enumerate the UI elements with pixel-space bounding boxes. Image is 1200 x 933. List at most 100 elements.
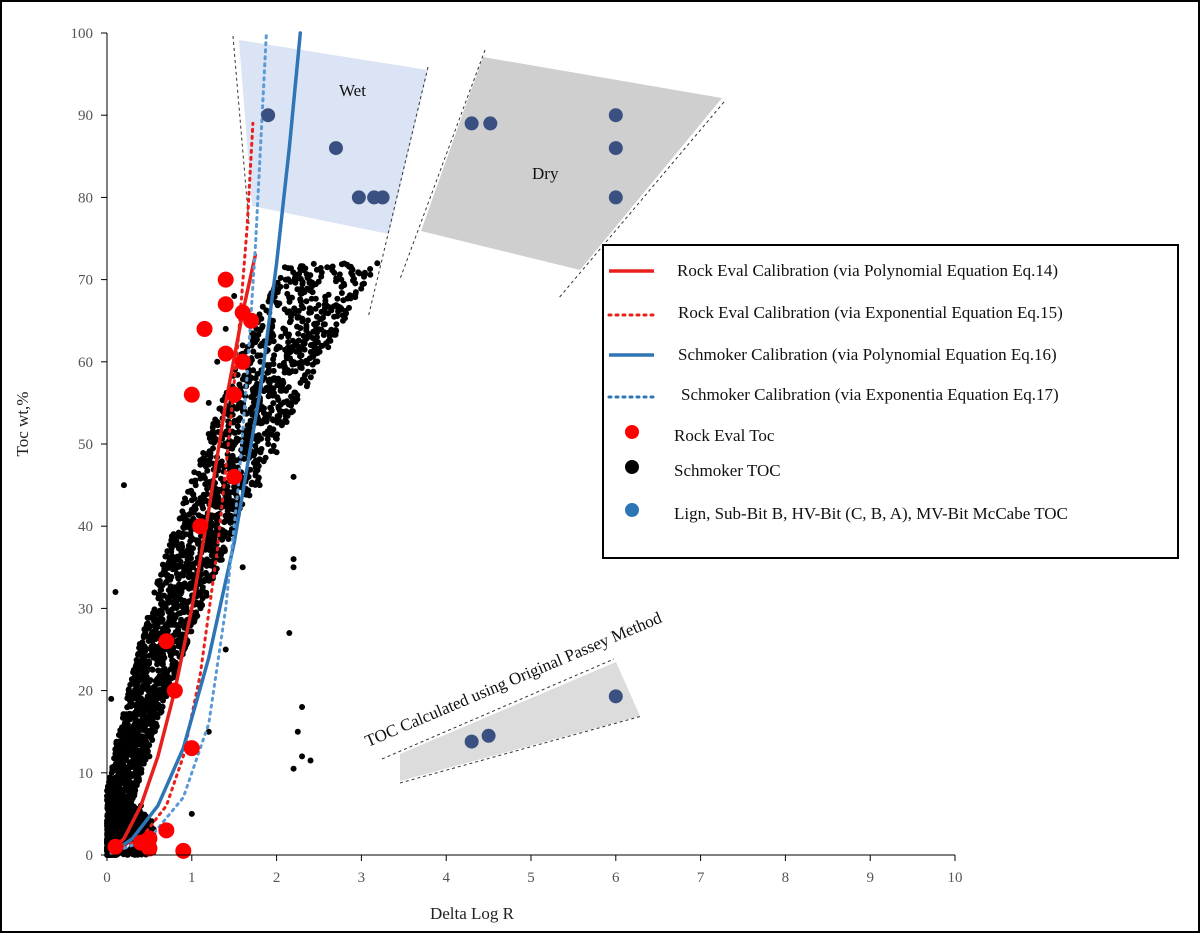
schmoker-point xyxy=(181,516,188,523)
schmoker-point xyxy=(244,422,251,429)
mccabe-point xyxy=(375,190,390,205)
axes-layer: 0 1 2 3 4 5 6 7 8 9 100102030405060708090100Delta … xyxy=(13,26,963,923)
schmoker-point xyxy=(273,435,280,442)
schmoker-point xyxy=(222,503,229,510)
schmoker-point xyxy=(270,367,277,374)
schmoker-point xyxy=(222,429,229,436)
schmoker-point xyxy=(311,321,318,328)
schmoker-point xyxy=(142,713,149,720)
schmoker-point xyxy=(290,473,297,480)
schmoker-point xyxy=(343,310,350,317)
schmoker-point xyxy=(214,490,221,497)
schmoker-point xyxy=(167,612,174,619)
schmoker-point xyxy=(151,589,158,596)
y-tick-label: 90 xyxy=(78,108,93,124)
schmoker-point xyxy=(158,586,165,593)
schmoker-point xyxy=(235,428,242,435)
schmoker-point xyxy=(286,369,293,376)
schmoker-point xyxy=(116,791,123,797)
schmoker-point xyxy=(252,339,259,346)
schmoker-point xyxy=(133,661,140,668)
schmoker-point xyxy=(248,375,255,382)
schmoker-point xyxy=(320,321,327,328)
schmoker-point xyxy=(125,778,132,785)
points-layer xyxy=(107,108,623,859)
schmoker-point xyxy=(106,822,113,829)
schmoker-point xyxy=(205,461,212,468)
y-tick-label: 60 xyxy=(78,355,93,371)
schmoker-point xyxy=(119,756,125,763)
schmoker-point xyxy=(298,285,305,292)
schmoker-point xyxy=(111,776,117,783)
schmoker-point xyxy=(169,661,176,668)
schmoker-point xyxy=(222,646,229,653)
schmoker-point xyxy=(269,416,276,423)
schmoker-point xyxy=(120,482,127,489)
schmoker-point xyxy=(285,331,292,338)
schmoker-point xyxy=(175,556,182,563)
schmoker-point xyxy=(170,599,176,606)
schmoker-point xyxy=(306,331,313,338)
schmoker-point xyxy=(140,634,147,641)
y-tick-label: 70 xyxy=(78,273,93,289)
schmoker-point xyxy=(130,745,137,752)
schmoker-point xyxy=(250,388,257,395)
legend-swatch-marker xyxy=(625,425,639,439)
schmoker-point xyxy=(159,582,166,589)
schmoker-point xyxy=(152,619,159,625)
passey-boundary-top xyxy=(381,658,615,760)
schmoker-point xyxy=(226,515,233,522)
schmoker-point xyxy=(161,571,168,577)
schmoker-point xyxy=(309,289,316,296)
schmoker-point xyxy=(259,340,265,347)
schmoker-point xyxy=(176,581,183,588)
schmoker-point xyxy=(290,564,297,571)
schmoker-point xyxy=(142,721,149,728)
schmoker-point xyxy=(175,545,182,552)
wet-boundary-right xyxy=(367,66,429,319)
legend-label: Schmoker Calibration (via Polynomial Equ… xyxy=(678,345,1057,364)
y-tick-label: 100 xyxy=(71,26,94,42)
schmoker-point xyxy=(202,497,209,504)
schmoker-point xyxy=(125,798,132,805)
schmoker-point xyxy=(330,303,337,310)
schmoker-point xyxy=(188,506,195,513)
schmoker-point xyxy=(113,831,120,838)
y-tick-label: 0 xyxy=(86,848,94,864)
schmoker-point xyxy=(276,362,283,369)
schmoker-point xyxy=(297,325,304,332)
schmoker-point xyxy=(138,710,145,717)
schmoker-point xyxy=(135,736,142,743)
schmoker-point xyxy=(165,677,172,684)
schmoker-point xyxy=(374,260,381,267)
schmoker-point xyxy=(292,279,299,286)
schmoker-point xyxy=(245,487,252,494)
schmoker-point xyxy=(138,676,145,683)
schmoker-point xyxy=(144,728,151,735)
rock-eval-point xyxy=(141,830,158,847)
schmoker-point xyxy=(252,464,259,471)
schmoker-point xyxy=(163,671,170,678)
schmoker-point xyxy=(286,295,293,302)
schmoker-point xyxy=(142,645,149,652)
schmoker-point xyxy=(127,703,134,710)
schmoker-point xyxy=(252,442,259,449)
schmoker-point xyxy=(256,482,263,489)
schmoker-point xyxy=(250,367,257,374)
schmoker-point xyxy=(153,690,160,697)
schmoker-point xyxy=(282,412,289,419)
rock-eval-point xyxy=(192,518,209,535)
schmoker-point xyxy=(260,410,267,416)
schmoker-point xyxy=(299,704,306,711)
schmoker-point xyxy=(312,281,319,288)
x-tick-label: 6 xyxy=(612,870,620,886)
schmoker-point xyxy=(285,276,292,283)
schmoker-point xyxy=(294,728,301,735)
schmoker-point xyxy=(285,339,292,346)
schmoker-point xyxy=(274,419,281,426)
schmoker-point xyxy=(367,271,374,278)
rock-eval-point xyxy=(183,386,200,403)
schmoker-point xyxy=(225,494,232,500)
schmoker-point xyxy=(154,623,161,630)
schmoker-point xyxy=(247,406,254,413)
